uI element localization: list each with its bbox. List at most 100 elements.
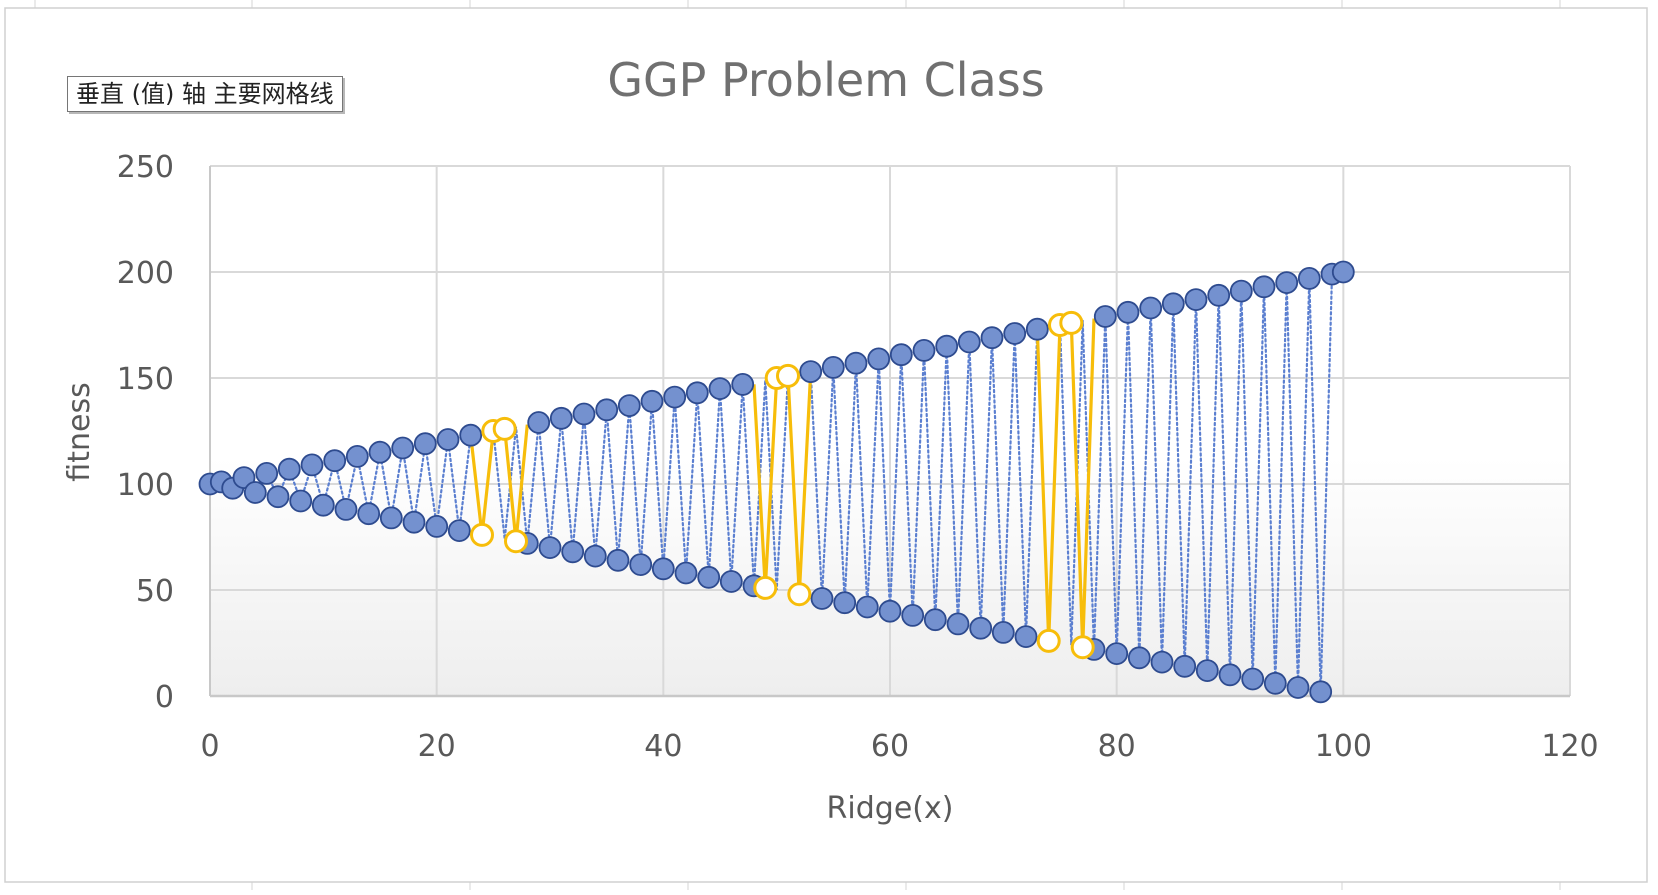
data-point xyxy=(447,519,471,542)
data-point xyxy=(923,608,947,632)
data-point xyxy=(617,394,641,418)
highlight-point xyxy=(1070,635,1095,660)
y-tick-label: 200 xyxy=(117,256,174,291)
data-point xyxy=(1139,296,1163,320)
data-point xyxy=(833,591,857,615)
data-point xyxy=(969,616,993,640)
data-point xyxy=(277,457,301,481)
highlight-point xyxy=(753,575,778,600)
data-point xyxy=(459,423,483,447)
data-point xyxy=(1195,659,1219,682)
data-point xyxy=(844,351,868,375)
data-point xyxy=(867,347,891,371)
data-point xyxy=(368,440,392,464)
data-point xyxy=(685,381,709,405)
data-point xyxy=(538,536,562,559)
data-point xyxy=(946,612,970,636)
data-point xyxy=(595,398,619,422)
data-point xyxy=(1275,271,1299,295)
x-tick-label: 100 xyxy=(1315,729,1372,764)
data-point xyxy=(425,515,449,538)
data-point xyxy=(901,604,925,627)
x-tick-label: 20 xyxy=(418,729,456,764)
data-point xyxy=(821,355,845,379)
x-tick-label: 120 xyxy=(1541,729,1598,764)
data-point xyxy=(1309,680,1333,704)
data-point xyxy=(629,553,653,576)
x-tick-label: 0 xyxy=(200,729,219,764)
data-point xyxy=(991,621,1015,644)
series-layer[interactable] xyxy=(198,260,1355,704)
data-point xyxy=(663,385,687,409)
data-point xyxy=(1218,663,1242,687)
data-point xyxy=(674,561,698,585)
data-point xyxy=(357,502,381,526)
data-point xyxy=(1127,646,1151,670)
highlight-point xyxy=(776,363,800,388)
data-point xyxy=(697,565,721,589)
data-point xyxy=(855,595,879,619)
data-point xyxy=(391,436,415,460)
data-point xyxy=(1003,322,1027,345)
sheet-gridlines xyxy=(34,0,1561,890)
y-tick-label: 50 xyxy=(136,574,174,609)
y-axis-title[interactable]: fitness xyxy=(62,382,97,481)
data-point xyxy=(1297,266,1321,290)
highlight-point xyxy=(787,582,812,607)
data-point xyxy=(323,449,347,473)
data-point xyxy=(731,372,755,396)
data-point xyxy=(583,544,607,568)
highlight-point xyxy=(1059,310,1084,335)
data-point xyxy=(719,570,743,593)
x-tick-label: 40 xyxy=(644,729,682,764)
data-point xyxy=(651,557,675,581)
highlight-point xyxy=(492,416,517,441)
data-point xyxy=(980,326,1004,350)
data-point xyxy=(1263,671,1287,695)
chart-title[interactable]: GGP Problem Class xyxy=(607,53,1044,107)
y-tick-label: 0 xyxy=(155,680,174,715)
y-tick-label: 100 xyxy=(117,468,174,503)
data-point xyxy=(957,330,981,354)
data-point xyxy=(708,377,732,401)
data-point xyxy=(606,548,630,572)
data-point xyxy=(935,334,959,358)
data-point xyxy=(266,485,290,509)
highlight-point xyxy=(504,529,528,554)
y-tick-label: 250 xyxy=(117,150,174,185)
data-point xyxy=(1105,642,1129,665)
data-point xyxy=(402,510,426,534)
data-point xyxy=(1116,300,1140,324)
data-point xyxy=(1093,305,1117,328)
data-point xyxy=(1025,317,1049,341)
data-point xyxy=(345,444,369,468)
data-point xyxy=(1229,279,1253,303)
data-point xyxy=(413,432,437,456)
axes: 0 20 40 60 80 100 120 0 50 100 150 200 250 xyxy=(117,150,1599,764)
data-point xyxy=(243,481,267,504)
data-point xyxy=(640,389,664,413)
y-tick-label: 150 xyxy=(117,362,174,397)
data-point xyxy=(572,402,596,426)
data-point xyxy=(300,453,324,477)
highlight-point xyxy=(470,522,494,547)
data-point xyxy=(436,428,460,451)
data-point xyxy=(1014,625,1038,648)
gridline-tooltip: 垂直 (值) 轴 主要网格线 xyxy=(67,76,343,112)
data-point xyxy=(1286,676,1310,699)
data-point xyxy=(1161,292,1185,316)
data-point xyxy=(561,540,585,564)
data-point xyxy=(379,506,403,530)
data-point xyxy=(810,587,834,610)
x-axis-title[interactable]: Ridge(x) xyxy=(827,791,954,826)
data-point xyxy=(912,338,936,362)
data-point xyxy=(1173,654,1197,678)
data-point xyxy=(1207,283,1231,307)
highlight-point xyxy=(1036,628,1061,653)
data-point xyxy=(1184,288,1208,312)
data-point xyxy=(1331,260,1355,284)
data-point xyxy=(289,489,313,513)
data-point xyxy=(549,406,573,430)
data-point xyxy=(799,360,823,384)
